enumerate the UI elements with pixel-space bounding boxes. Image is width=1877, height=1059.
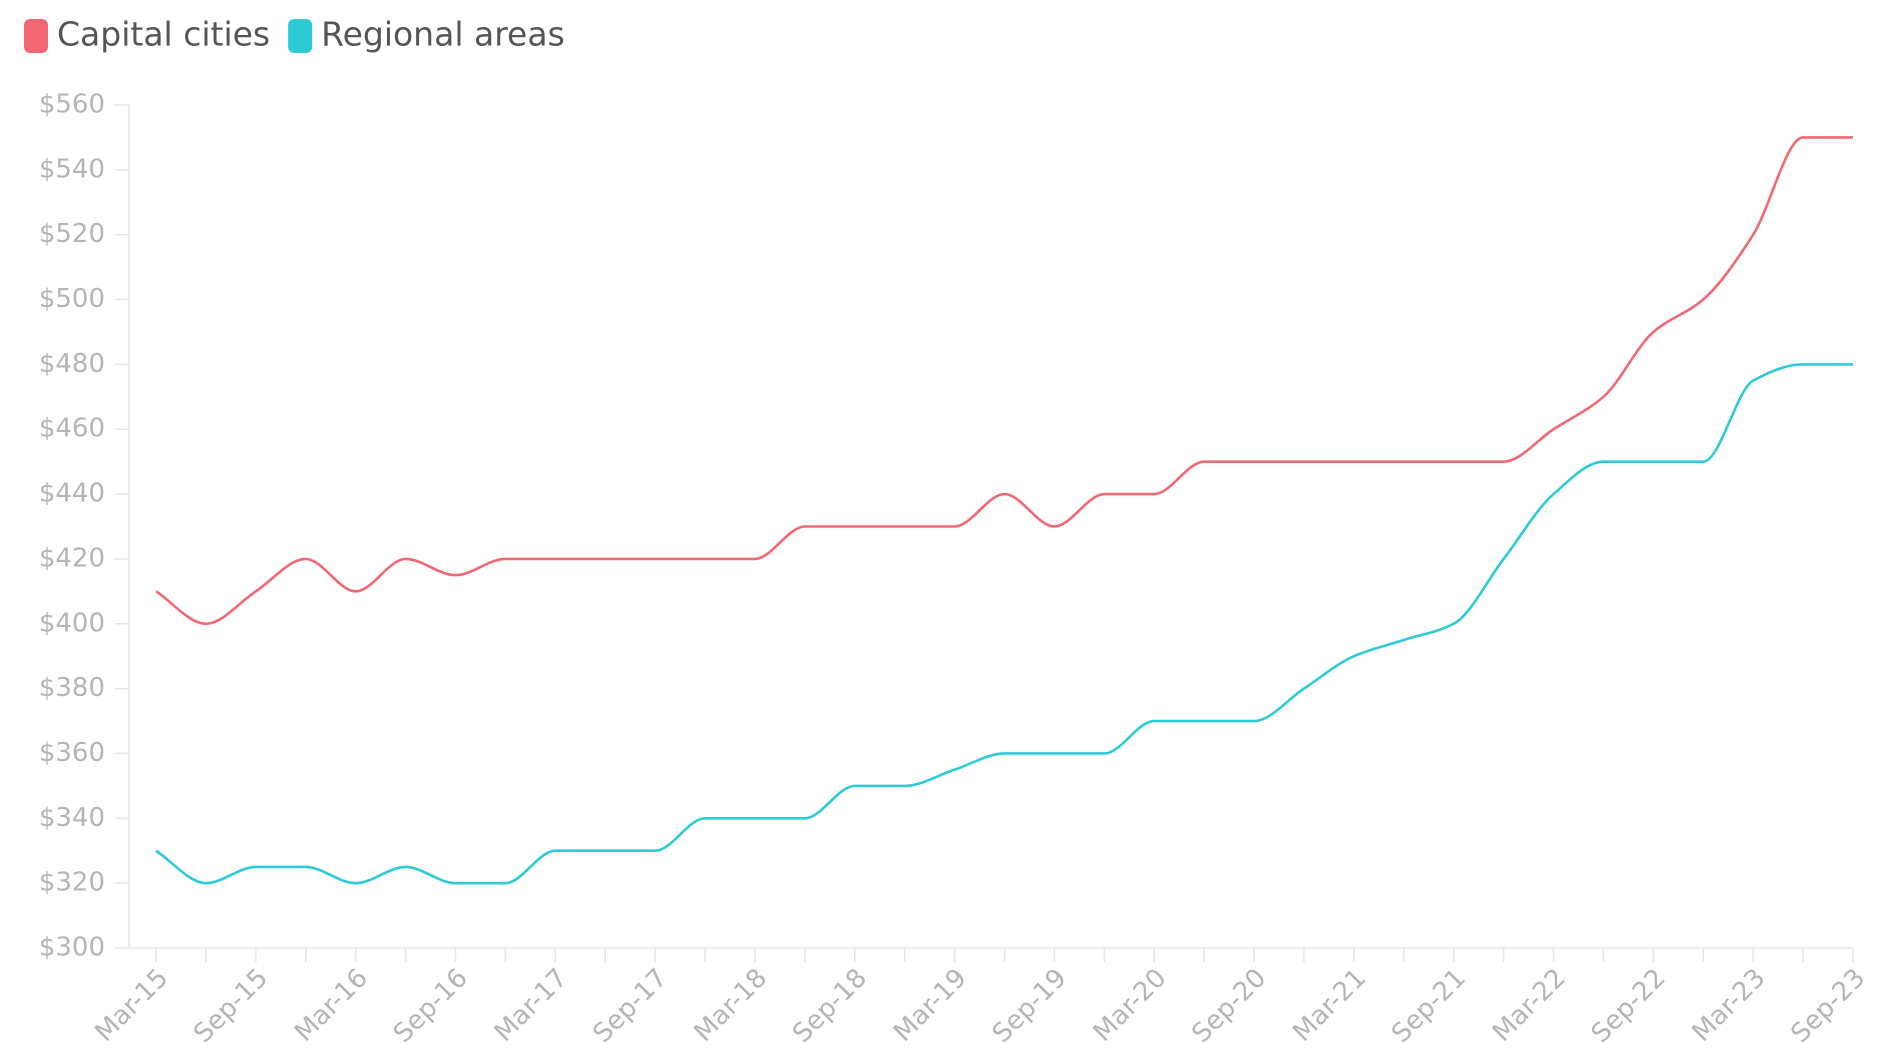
legend-swatch — [24, 19, 48, 53]
y-tick-label: $440 — [39, 479, 105, 509]
y-tick-label: $560 — [39, 90, 105, 120]
y-tick-label: $420 — [39, 543, 105, 573]
y-tick-label: $300 — [39, 933, 105, 963]
y-tick-label: $400 — [39, 608, 105, 638]
y-tick-label: $360 — [39, 738, 105, 768]
x-tick-label: Mar-23 — [1687, 963, 1772, 1048]
x-tick-label: Sep-19 — [987, 963, 1073, 1049]
x-tick-label: Sep-17 — [587, 963, 673, 1049]
x-tick-label: Mar-15 — [89, 963, 174, 1048]
x-tick-label: Mar-22 — [1487, 963, 1572, 1048]
x-tick-label: Sep-15 — [188, 963, 274, 1049]
y-tick-label: $540 — [39, 154, 105, 184]
y-tick-label: $460 — [39, 414, 105, 444]
y-tick-label: $380 — [39, 673, 105, 703]
x-tick-label: Mar-18 — [688, 963, 773, 1048]
legend-label: Capital cities — [57, 15, 270, 54]
legend-label: Regional areas — [321, 15, 565, 54]
x-tick-label: Sep-22 — [1586, 963, 1672, 1049]
y-tick-label: $320 — [39, 868, 105, 898]
y-tick-label: $500 — [39, 284, 105, 314]
x-tick-label: Mar-20 — [1088, 963, 1173, 1048]
x-tick-label: Sep-21 — [1386, 963, 1472, 1049]
x-tick-label: Mar-19 — [888, 963, 973, 1048]
series-line — [155, 363, 1853, 885]
series-line — [155, 136, 1853, 626]
x-tick-label: Sep-18 — [787, 963, 873, 1049]
legend-swatch — [288, 19, 313, 53]
x-tick-label: Mar-16 — [289, 963, 374, 1048]
x-tick-label: Sep-20 — [1186, 963, 1272, 1049]
y-tick-label: $520 — [39, 219, 105, 249]
x-tick-label: Mar-17 — [489, 963, 574, 1048]
x-tick-label: Sep-16 — [388, 963, 474, 1049]
x-tick-label: Sep-23 — [1785, 963, 1871, 1049]
y-tick-label: $340 — [39, 803, 105, 833]
x-tick-label: Mar-21 — [1287, 963, 1372, 1048]
y-tick-label: $480 — [39, 349, 105, 379]
